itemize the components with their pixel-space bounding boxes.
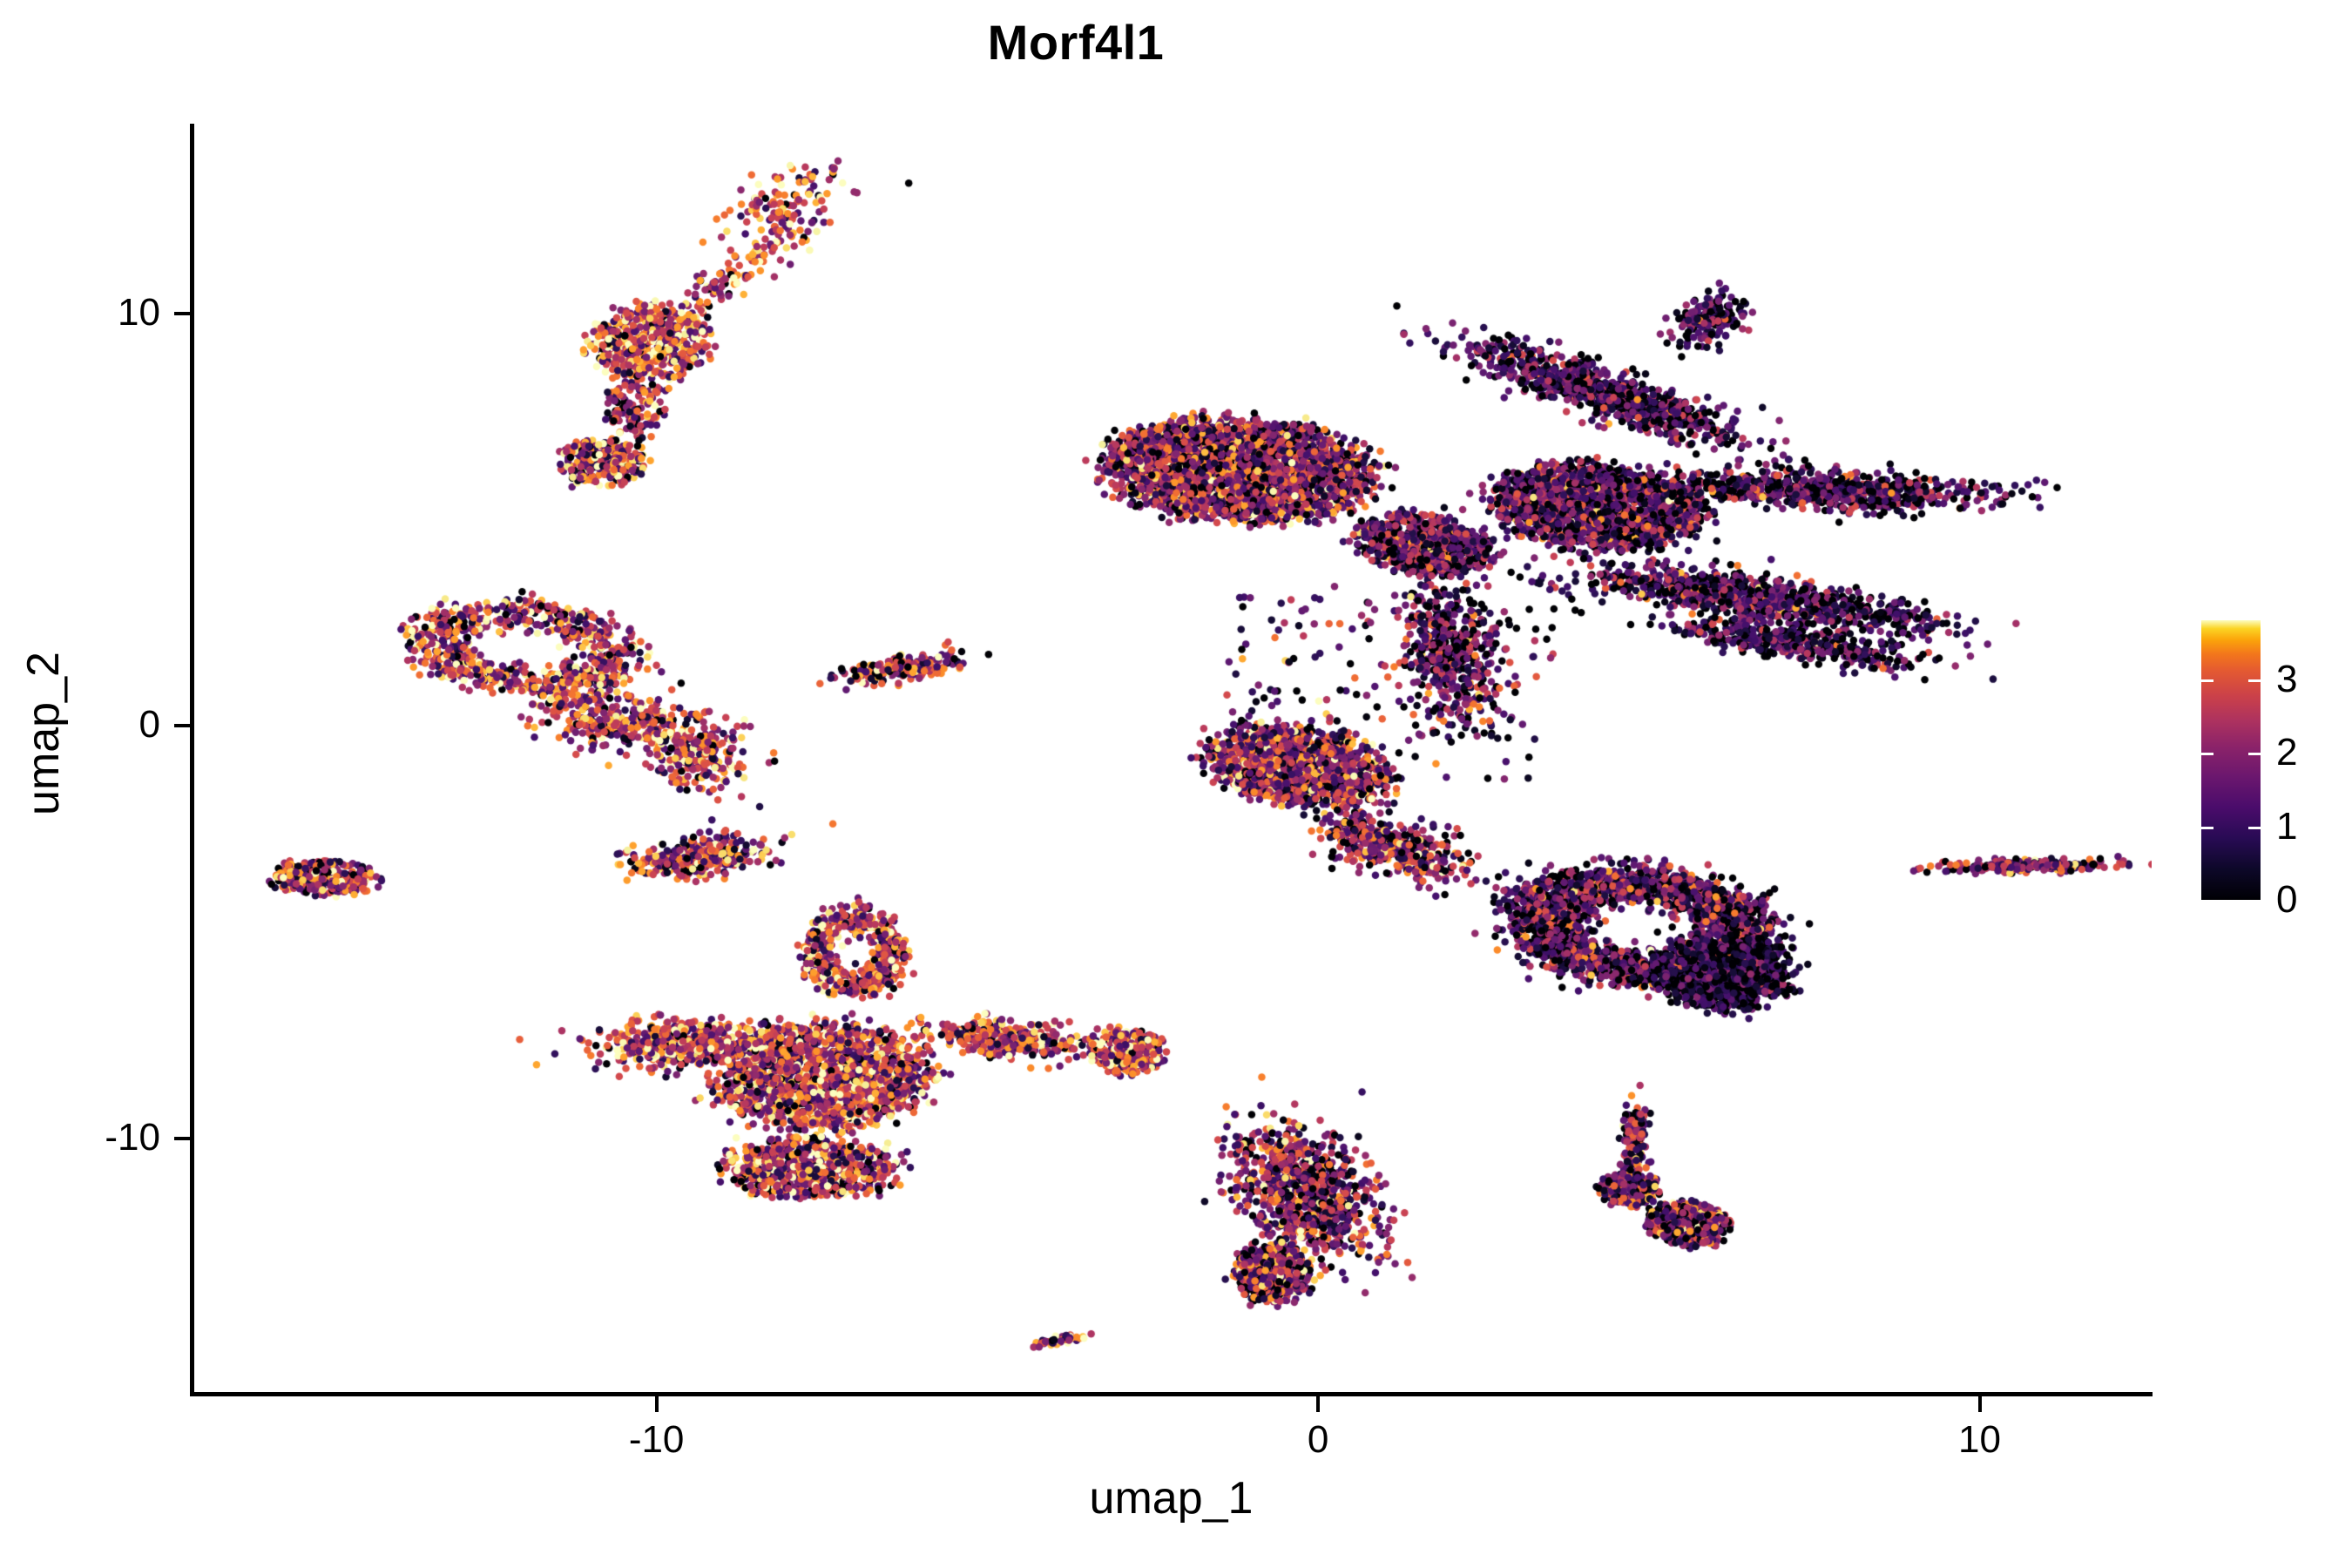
colorbar-tick-mark: [2248, 900, 2261, 902]
x-axis-line: [190, 1392, 2153, 1396]
x-tick-mark: [654, 1396, 659, 1412]
colorbar-tick-label: 3: [2276, 657, 2298, 700]
scatter-points-canvas: [193, 124, 2152, 1394]
colorbar-tick-mark: [2248, 826, 2261, 829]
page-title: Morf4l1: [987, 15, 1165, 70]
plot-panel: [193, 124, 2152, 1394]
x-axis-title: umap_1: [1089, 1473, 1254, 1524]
y-tick-label: 0: [139, 703, 160, 747]
x-tick-mark: [1316, 1396, 1321, 1412]
colorbar-tick-mark: [2248, 679, 2261, 682]
y-tick-label: -10: [105, 1115, 160, 1159]
colorbar-tick-label: 2: [2276, 731, 2298, 774]
y-tick-mark: [174, 311, 190, 315]
colorbar-tick-mark: [2248, 753, 2261, 756]
x-tick-mark: [1977, 1396, 1982, 1412]
y-tick-mark: [174, 724, 190, 728]
x-tick-label: 0: [1307, 1418, 1329, 1461]
x-tick-label: -10: [628, 1418, 685, 1461]
y-tick-mark: [174, 1136, 190, 1140]
colorbar-tick-mark: [2201, 679, 2213, 682]
y-axis-line: [190, 124, 194, 1396]
colorbar-tick-mark: [2201, 826, 2213, 829]
y-axis-title: umap_2: [18, 652, 69, 815]
colorbar-gradient: [2201, 620, 2261, 900]
colorbar-tick-mark: [2201, 753, 2213, 756]
colorbar-tick-mark: [2201, 900, 2213, 902]
colorbar-legend: 3 2 1 0: [2201, 620, 2332, 919]
colorbar-tick-label: 1: [2276, 804, 2298, 848]
y-tick-label: 10: [118, 290, 160, 334]
x-tick-label: 10: [1958, 1418, 2001, 1461]
colorbar-tick-label: 0: [2276, 878, 2298, 921]
